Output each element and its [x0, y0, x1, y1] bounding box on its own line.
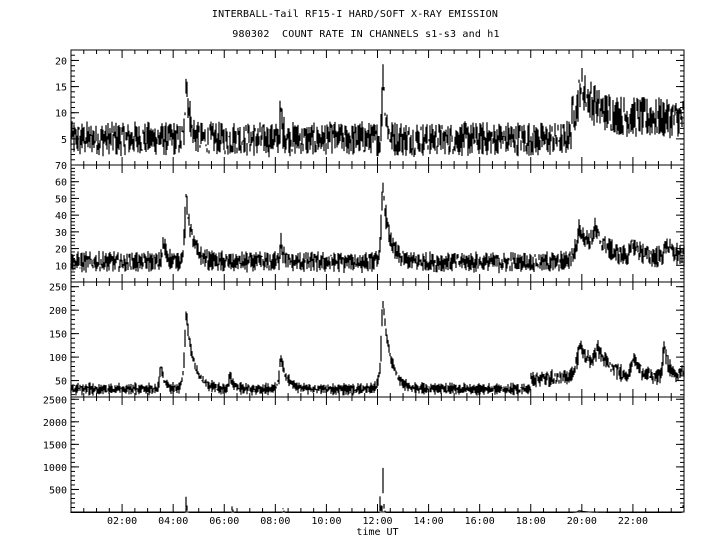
series-line-s2 — [70, 182, 685, 274]
x-tick-label: 18:00 — [516, 516, 546, 527]
y-tick-label: 15 — [55, 83, 67, 94]
y-tick-label: 500 — [49, 485, 67, 496]
y-tick-label: 10 — [55, 261, 67, 272]
y-tick-label: 2000 — [43, 418, 67, 429]
y-tick-label: 20 — [55, 56, 67, 67]
y-tick-label: 50 — [55, 377, 67, 388]
x-tick-label: 22:00 — [618, 516, 648, 527]
panel-frame-h1 — [70, 396, 685, 513]
y-tick-label: 250 — [49, 283, 67, 294]
x-tick-label: 08:00 — [260, 516, 290, 527]
x-tick-label: 06:00 — [209, 516, 239, 527]
x-tick-label: 10:00 — [311, 516, 341, 527]
y-tick-label: 1500 — [43, 440, 67, 451]
y-tick-label: 20 — [55, 245, 67, 256]
series-line-s3 — [70, 301, 685, 396]
y-tick-label: 2500 — [43, 395, 67, 406]
y-tick-label: 1000 — [43, 463, 67, 474]
x-tick-label: 04:00 — [158, 516, 188, 527]
y-tick-label: 40 — [55, 211, 67, 222]
x-tick-label: 02:00 — [107, 516, 137, 527]
series-line-s1 — [70, 64, 685, 158]
y-tick-label: 200 — [49, 306, 67, 317]
y-tick-label: 10 — [55, 109, 67, 120]
chart-subtitle: 980302 COUNT RATE IN CHANNELS s1-s3 and … — [232, 29, 500, 40]
x-tick-label: 14:00 — [414, 516, 444, 527]
y-tick-label: 100 — [49, 353, 67, 364]
x-tick-label: 12:00 — [362, 516, 392, 527]
y-tick-label: 150 — [49, 330, 67, 341]
x-tick-label: 16:00 — [465, 516, 495, 527]
y-tick-label: 50 — [55, 194, 67, 205]
y-tick-label: 70 — [55, 161, 67, 172]
y-tick-label: 30 — [55, 228, 67, 239]
y-tick-label: 60 — [55, 178, 67, 189]
x-tick-label: 20:00 — [567, 516, 597, 527]
chart-title: INTERBALL-Tail RF15-I HARD/SOFT X-RAY EM… — [211, 9, 499, 20]
x-axis-label: time UT — [356, 527, 398, 538]
y-tick-label: 5 — [61, 135, 67, 146]
